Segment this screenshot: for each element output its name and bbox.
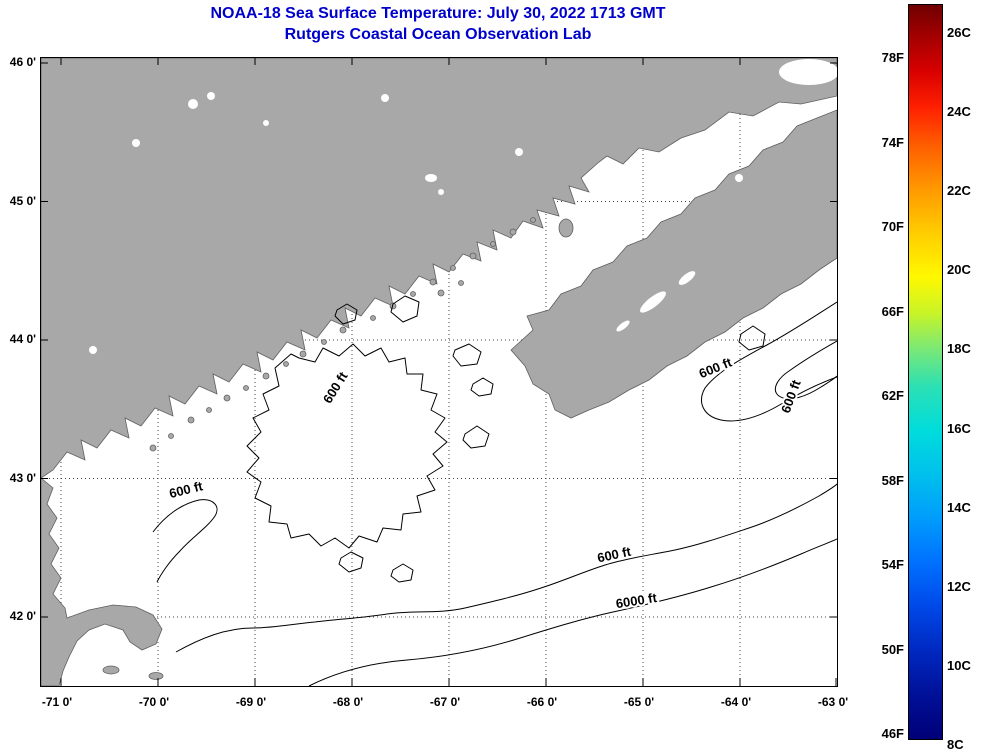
colorbar-c-label: 8C xyxy=(947,736,964,752)
x-tick-label: -67 0' xyxy=(429,695,461,709)
colorbar-c-label: 26C xyxy=(947,25,971,40)
contour-small-loop xyxy=(338,551,364,573)
colorbar-c-label: 16C xyxy=(947,420,971,436)
contour-label-6000ft: 6000 ft xyxy=(615,590,659,611)
contour-small-loop xyxy=(462,425,490,449)
x-tick-label: -63 0' xyxy=(817,695,849,709)
contour-6000ft xyxy=(308,538,837,686)
colorbar-f-label: 74F xyxy=(881,134,904,150)
land-nova-scotia xyxy=(510,109,837,419)
colorbar-c-label: 12C xyxy=(947,578,971,594)
colorbar-f-label: 50F xyxy=(881,641,904,657)
cloud-patches xyxy=(89,59,837,354)
contour-label-600ft: 600 ft xyxy=(596,544,633,566)
axis-ticks xyxy=(41,58,837,686)
depth-contours xyxy=(152,295,837,686)
contour-small-loop xyxy=(334,303,358,325)
page-title: NOAA-18 Sea Surface Temperature: July 30… xyxy=(210,5,666,22)
contour-small-loop xyxy=(452,343,482,367)
island-nantucket xyxy=(148,672,164,680)
y-tick-label: 45 0' xyxy=(9,193,36,208)
y-tick-label: 44 0' xyxy=(9,332,36,346)
contour-small-loop xyxy=(390,295,420,323)
colorbar-f-label: 78F xyxy=(881,50,904,65)
map-plot-area: 600 ft 600 ft 600 ft 6000 ft 600 ft 600 … xyxy=(40,57,838,687)
contour-600ft-east-inner xyxy=(774,340,837,400)
temperature-colorbar xyxy=(908,4,943,740)
contour-600ft-west-arc xyxy=(152,499,218,583)
colorbar-f-label: 58F xyxy=(881,472,904,488)
contour-label-600ft: 600 ft xyxy=(778,377,804,415)
colorbar-c-label: 14C xyxy=(947,499,971,515)
contour-600ft-south xyxy=(175,483,837,653)
colorbar-f-label: 66F xyxy=(881,303,904,319)
map-canvas: 600 ft 600 ft 600 ft 6000 ft 600 ft 600 … xyxy=(41,58,837,686)
land-mainland xyxy=(41,58,837,686)
colorbar-c-label: 24C xyxy=(947,104,971,120)
x-tick-label: -69 0' xyxy=(235,695,267,709)
land-masses xyxy=(41,58,837,686)
colorbar-c-label: 22C xyxy=(947,183,971,199)
colorbar-fahrenheit-scale: 78F 74F 70F 66F 62F 58F 54F 50F 46F xyxy=(864,50,904,742)
colorbar-f-label: 70F xyxy=(881,219,904,234)
y-tick-label: 42 0' xyxy=(9,609,36,623)
x-tick-label: -65 0' xyxy=(623,695,655,709)
contour-small-loop xyxy=(738,325,766,351)
x-tick-label: -68 0' xyxy=(332,695,364,709)
x-tick-label: -71 0' xyxy=(41,695,73,709)
contour-label-group: 600 ft 600 ft 600 ft 6000 ft 600 ft 600 … xyxy=(166,352,806,613)
contour-600ft-basin xyxy=(246,343,448,549)
x-tick-label: -66 0' xyxy=(526,695,558,709)
colorbar-f-label: 46F xyxy=(881,726,904,741)
colorbar-f-label: 62F xyxy=(881,388,904,403)
contour-label-600ft: 600 ft xyxy=(168,478,205,501)
contour-600ft-east-outer xyxy=(701,301,837,422)
colorbar-c-label: 20C xyxy=(947,262,971,278)
x-tick-label: -64 0' xyxy=(720,695,752,709)
island-marthas-vineyard xyxy=(102,665,120,675)
title-block: NOAA-18 Sea Surface Temperature: July 30… xyxy=(40,3,836,45)
contour-small-loop xyxy=(390,563,414,583)
x-tick-label: -70 0' xyxy=(138,695,170,709)
island-grand-manan xyxy=(558,218,574,238)
colorbar-f-label: 54F xyxy=(881,557,904,572)
colorbar-c-label: 10C xyxy=(947,657,971,673)
coastal-islands xyxy=(149,217,536,452)
contour-label-600ft: 600 ft xyxy=(320,369,351,406)
colorbar-celsius-scale: 26C 24C 22C 20C 18C 16C 14C 12C 10C 8C xyxy=(947,25,984,753)
colorbar-c-label: 18C xyxy=(947,341,971,357)
y-tick-label: 43 0' xyxy=(9,470,36,485)
contour-small-loop xyxy=(470,377,494,397)
x-axis: -71 0' -70 0' -69 0' -68 0' -67 0' -66 0… xyxy=(27,695,863,709)
page-subtitle: Rutgers Coastal Ocean Observation Lab xyxy=(284,26,592,43)
y-axis: 46 0' 45 0' 44 0' 43 0' 42 0' xyxy=(2,54,36,624)
y-tick-label: 46 0' xyxy=(9,55,36,69)
